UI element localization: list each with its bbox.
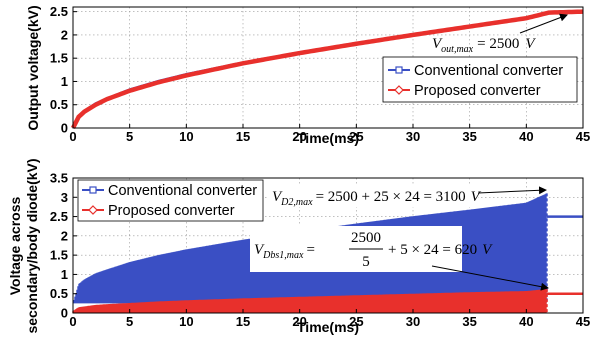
bottom-y-axis-label-line1: Voltage across xyxy=(7,197,23,296)
annotation-rest: + 5 × 24 = 620 xyxy=(388,242,477,258)
bottom-y-tick-label: 1.5 xyxy=(50,248,68,263)
top-axes-frame xyxy=(72,6,584,129)
top-x-tick-label: 0 xyxy=(69,129,76,144)
top-series-proposed-line xyxy=(70,9,584,130)
bottom-x-tick-label: 25 xyxy=(349,314,363,329)
top-plot-area xyxy=(70,9,584,130)
top-legend-marker-diamond xyxy=(394,85,404,95)
bottom-x-tick-label: 10 xyxy=(179,314,193,329)
annotation-subscript: Dbs1,max xyxy=(262,250,304,261)
bottom-y-tick-label: 2 xyxy=(61,228,68,243)
bottom-legend-marker-diamond xyxy=(88,205,98,215)
annotation-value: = 2500 xyxy=(477,36,519,52)
bottom-y-tick-label: 3 xyxy=(61,190,68,205)
annotation-unit: V xyxy=(525,36,536,52)
top-y-ticks: 0 0.5 1 1.5 2 2.5 xyxy=(50,4,77,136)
top-legend-box xyxy=(382,56,578,103)
bottom-legend-label-conventional: Conventional converter xyxy=(108,183,257,199)
bottom-annotation-arrow-1 xyxy=(477,186,547,195)
bottom-x-tick-label: 20 xyxy=(292,314,306,329)
bottom-legend-label-proposed: Proposed converter xyxy=(108,203,235,219)
bottom-legend-marker-square xyxy=(89,186,97,194)
svg-text:VDbs1,max=: VDbs1,max = xyxy=(254,242,315,261)
top-x-tick-label: 30 xyxy=(406,129,420,144)
bottom-legend: Conventional converter Proposed converte… xyxy=(77,179,264,222)
top-legend-marker-square xyxy=(395,66,403,74)
bottom-axes-frame xyxy=(72,177,584,314)
top-x-axis-label: Time(ms) xyxy=(297,130,359,146)
bottom-y-tick-label: 1 xyxy=(61,267,68,282)
annotation-symbol: V xyxy=(272,189,283,205)
top-x-tick-label: 15 xyxy=(236,129,250,144)
top-x-tick-label: 20 xyxy=(292,129,306,144)
bottom-x-tick-label: 0 xyxy=(69,314,76,329)
top-legend-label-conventional: Conventional converter xyxy=(414,63,563,79)
svg-text:VD2,max= 2500 + 25 × 24 = 3100: VD2,max = 2500 + 25 × 24 = 3100 V xyxy=(272,189,482,208)
annotation-equals: = xyxy=(306,242,314,258)
top-x-tick-label: 45 xyxy=(576,129,590,144)
annotation-value: = 2500 + 25 × 24 = 3100 xyxy=(316,189,466,205)
bottom-x-tick-label: 35 xyxy=(462,314,476,329)
bottom-annotation-arrow-2 xyxy=(431,265,549,291)
top-y-tick-label: 2.5 xyxy=(50,4,68,19)
bottom-x-axis-label: Time(ms) xyxy=(297,319,359,335)
bottom-y-axis-label-line2: secondary/body diode(kV) xyxy=(24,158,40,333)
annotation-subscript: D2,max xyxy=(280,197,313,208)
annotation-symbol: V xyxy=(432,36,443,52)
top-x-tick-label: 25 xyxy=(349,129,363,144)
output-voltage-chart: 0 5 10 15 20 25 30 35 40 45 0 0.5 1 1.5 2 2.5 Time(ms)… xyxy=(25,4,590,146)
diode-voltage-chart: 0 5 10 15 20 25 30 35 40 45 00.511.522.533.5 Time… xyxy=(7,158,590,335)
top-x-tick-label: 35 xyxy=(462,129,476,144)
top-y-tick-label: 2 xyxy=(61,27,68,42)
bottom-legend-box xyxy=(77,179,264,222)
top-annotation-arrow xyxy=(519,13,568,34)
top-x-tick-label: 10 xyxy=(179,129,193,144)
annotation-numerator: 2500 xyxy=(351,230,381,246)
annotation-symbol: V xyxy=(254,242,265,258)
annotation-subscript: out,max xyxy=(441,44,474,55)
bottom-x-tick-label: 5 xyxy=(126,314,133,329)
bottom-x-tick-label: 40 xyxy=(519,314,533,329)
top-y-tick-label: 1 xyxy=(61,74,68,89)
annotation-denominator: 5 xyxy=(362,254,370,270)
bottom-y-tick-label: 0.5 xyxy=(50,286,68,301)
bottom-x-ticks: 0 5 10 15 20 25 30 35 40 45 xyxy=(69,309,590,329)
top-y-tick-label: 0.5 xyxy=(50,97,68,112)
top-x-ticks: 0 5 10 15 20 25 30 35 40 45 xyxy=(69,124,590,144)
annotation-unit: V xyxy=(482,242,493,258)
top-y-tick-label: 0 xyxy=(61,121,68,136)
annotation-unit: V xyxy=(471,189,482,205)
bottom-y-tick-label: 3.5 xyxy=(50,171,68,186)
bottom-y-ticks: 0 0.5 1 1.5 2 2.5 3 3.5 xyxy=(50,171,77,321)
top-legend: Conventional converter Proposed converte… xyxy=(382,56,578,103)
bottom-annotation-vd2-max: VD2,max = 2500 + 25 × 24 = 3100 V xyxy=(268,185,547,208)
bottom-x-tick-label: 15 xyxy=(236,314,250,329)
annotation-bg xyxy=(268,185,478,207)
top-legend-label-proposed: Proposed converter xyxy=(414,83,541,99)
top-y-tick-label: 1.5 xyxy=(50,51,68,66)
top-annotation-vout-max: Vout,max = 2500 V xyxy=(432,13,568,55)
bottom-x-tick-label: 30 xyxy=(406,314,420,329)
bottom-x-tick-label: 45 xyxy=(576,314,590,329)
top-x-tick-label: 5 xyxy=(126,129,133,144)
top-x-tick-label: 40 xyxy=(519,129,533,144)
bottom-y-tick-label: 0 xyxy=(61,306,68,321)
top-y-axis-label: Output voltage(kV) xyxy=(25,5,41,130)
bottom-y-tick-label: 2.5 xyxy=(50,209,68,224)
bottom-annotation-vdbs1-max: VDbs1,max = 2500 5 + 5 × 24 = 620 V xyxy=(250,226,549,291)
